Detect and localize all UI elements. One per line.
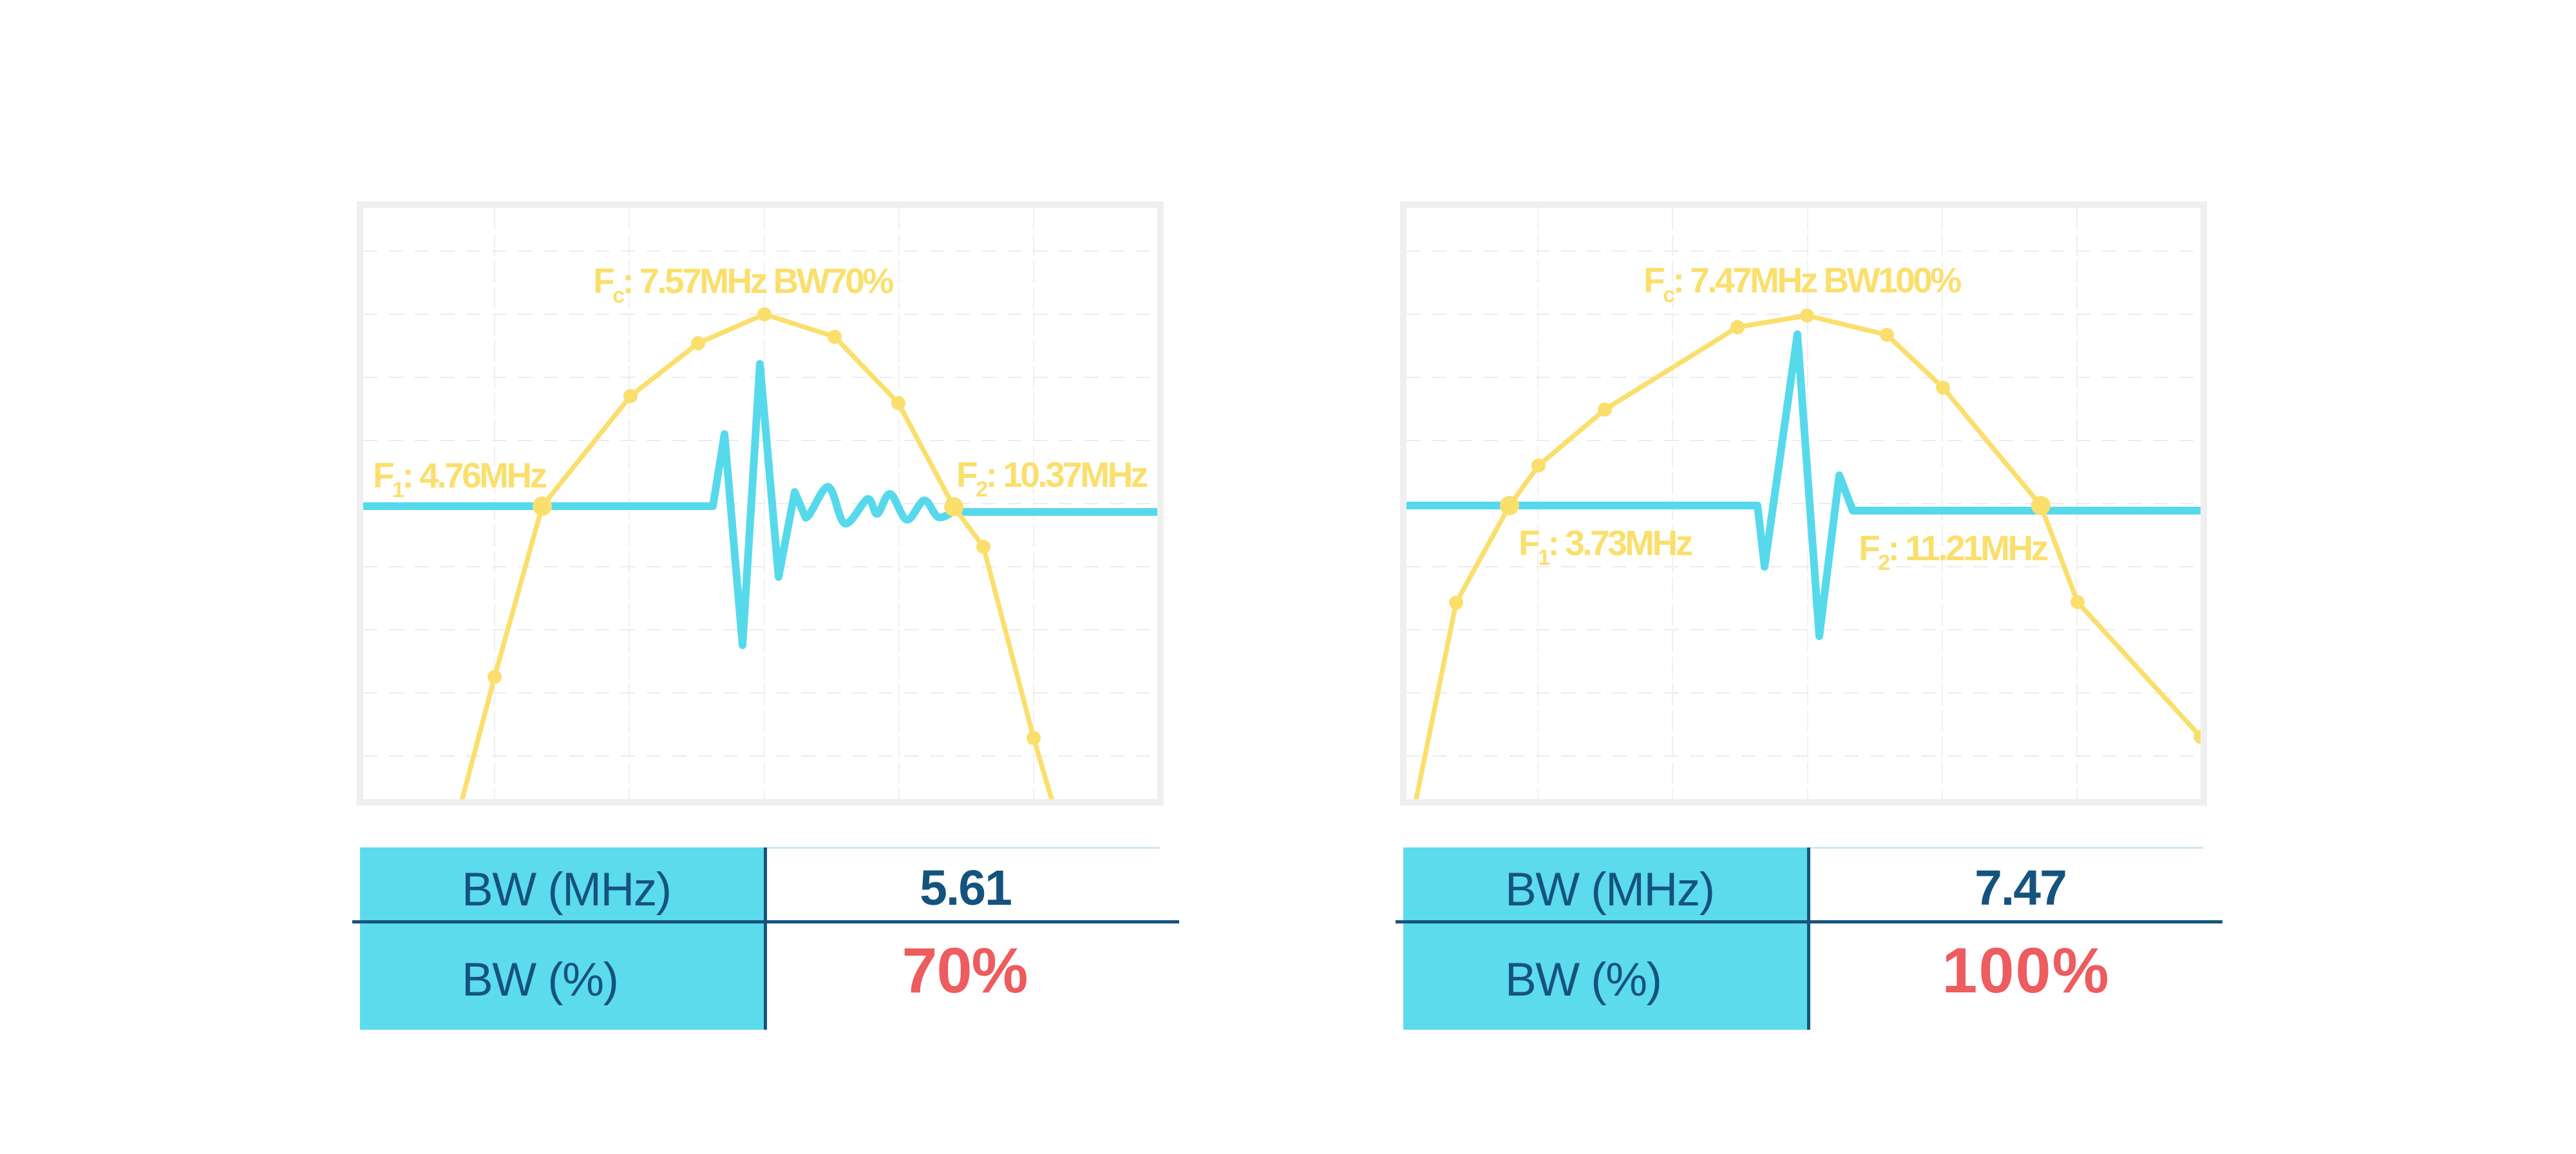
svg-text:Fc: 7.57MHz BW70%: Fc: 7.57MHz BW70% xyxy=(593,261,893,308)
svg-text:F1: 3.73MHz: F1: 3.73MHz xyxy=(1519,523,1692,570)
svg-text:BW (%): BW (%) xyxy=(462,954,618,1006)
svg-text:Fc: 7.47MHz BW100%: Fc: 7.47MHz BW100% xyxy=(1643,260,1961,307)
svg-text:F1: 4.76MHz: F1: 4.76MHz xyxy=(373,455,547,502)
svg-text:70%: 70% xyxy=(902,934,1027,1006)
svg-text:BW (MHz): BW (MHz) xyxy=(462,864,671,916)
svg-text:100%: 100% xyxy=(1942,934,2110,1006)
svg-text:F2: 10.37MHz: F2: 10.37MHz xyxy=(956,455,1148,502)
svg-text:5.61: 5.61 xyxy=(920,860,1011,916)
svg-text:7.47: 7.47 xyxy=(1975,860,2066,916)
svg-text:BW (%): BW (%) xyxy=(1505,954,1661,1006)
svg-text:F2: 11.21MHz: F2: 11.21MHz xyxy=(1859,528,2048,575)
svg-text:BW (MHz): BW (MHz) xyxy=(1505,864,1714,916)
